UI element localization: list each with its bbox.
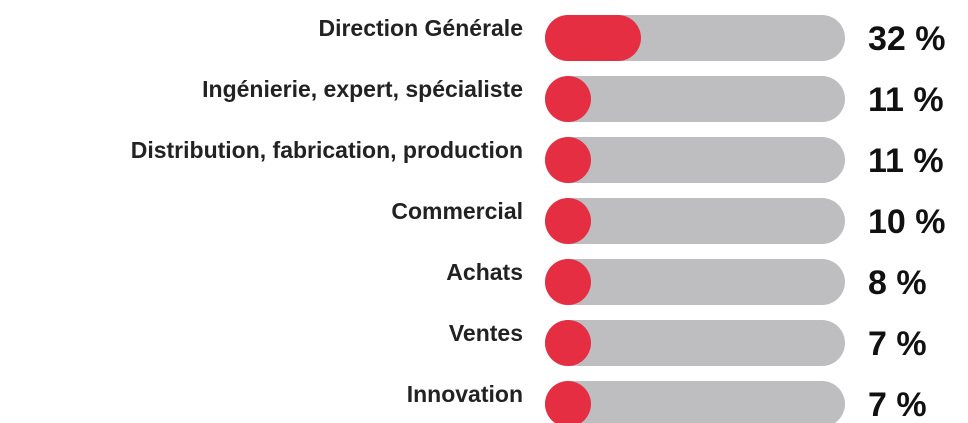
bar-track bbox=[545, 381, 845, 423]
value-label: 11 % bbox=[868, 81, 944, 119]
bar-track bbox=[545, 198, 845, 244]
bar-track bbox=[545, 320, 845, 366]
bar bbox=[545, 320, 591, 366]
value-label: 7 % bbox=[868, 325, 927, 363]
bar-track bbox=[545, 137, 845, 183]
category-label: Innovation bbox=[407, 381, 523, 407]
category-label: Distribution, fabrication, production bbox=[131, 137, 523, 163]
category-label: Direction Générale bbox=[318, 15, 523, 41]
value-label: 7 % bbox=[868, 386, 927, 423]
bar bbox=[545, 259, 591, 305]
category-label: Ingénierie, expert, spécialiste bbox=[202, 76, 523, 102]
category-label: Ventes bbox=[449, 320, 523, 346]
value-label: 10 % bbox=[868, 203, 946, 241]
bar-track bbox=[545, 76, 845, 122]
category-label: Achats bbox=[446, 259, 523, 285]
bar bbox=[545, 198, 591, 244]
bar bbox=[545, 15, 641, 61]
bar-track bbox=[545, 259, 845, 305]
value-label: 11 % bbox=[868, 142, 944, 180]
value-label: 32 % bbox=[868, 20, 946, 58]
bar bbox=[545, 137, 591, 183]
bar bbox=[545, 381, 591, 423]
value-label: 8 % bbox=[868, 264, 927, 302]
category-label: Commercial bbox=[391, 198, 523, 224]
bar bbox=[545, 76, 591, 122]
